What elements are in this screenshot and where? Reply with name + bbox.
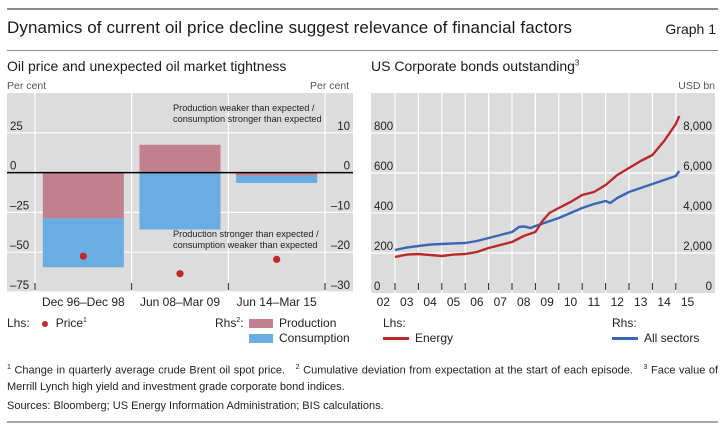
annotation-top-line1: Production weaker than expected / [173,103,315,113]
legend-price-label: Price [55,316,84,330]
legend-consumption-label: Consumption [279,331,350,345]
right-panel-title-sup: 3 [574,58,580,68]
left-tick-label: 800 [374,121,393,133]
legend-energy: Energy [383,331,453,345]
price-dot [273,255,281,263]
header-rule [7,50,718,51]
rhs-sup: 2 [236,317,241,324]
fn2-sup: 2 [295,364,300,371]
left-tick-label: –50 [10,240,29,252]
fn3-sup: 3 [643,364,648,371]
production-bar [236,172,318,176]
right-tick-label: 10 [337,121,350,133]
lhs-label: Lhs: [7,316,30,330]
x-tick-label: 15 [681,295,695,309]
x-tick-label: 05 [447,295,461,309]
left-tick-label: 600 [374,161,393,173]
consumption-swatch-icon [249,334,273,344]
category-label: Jun 08–Mar 09 [140,295,220,309]
plot-area [7,93,353,292]
right-tick-label: 0 [344,161,350,173]
consumption-bar [42,218,124,268]
fn2-text: Cumulative deviation from expectation at… [303,364,633,377]
x-tick-label: 04 [423,295,437,309]
x-tick-label: 07 [494,295,508,309]
right-legend-rhs-label: Rhs: [612,316,637,330]
legend-production-label: Production [279,316,337,330]
top-rule [7,8,718,10]
annotation-bottom-line2: consumption weaker than expected [173,240,318,250]
x-tick-label: 02 [377,295,391,309]
right-tick-label: 2,000 [683,241,712,253]
fn1-text: Change in quarterly average crude Brent … [14,364,286,377]
all-sectors-line-icon [612,337,638,341]
production-swatch-icon [249,319,273,329]
category-label: Dec 96–Dec 98 [42,295,125,309]
energy-line [394,115,681,259]
x-tick-label: 03 [400,295,414,309]
production-bar [42,172,124,219]
right-tick-label: 6,000 [683,161,712,173]
left-tick-label: 25 [10,121,23,133]
left-tick-label: 200 [374,241,393,253]
fn3-text-b: value of Merrill Lynch high yield and in… [7,364,719,393]
legend-all-sectors-label: All sectors [644,331,700,345]
annotation-top-line2: consumption stronger than expected [173,114,322,124]
bottom-rule [7,421,718,423]
consumption-bar [236,175,318,183]
left-legend-rhs: Rhs2: [215,316,244,330]
plot-area [371,93,715,293]
x-tick-label: 10 [564,295,578,309]
right-tick-label: –10 [331,200,350,212]
energy-line-icon [383,337,409,341]
left-tick-label: –25 [10,200,29,212]
x-tick-label: 12 [611,295,625,309]
x-tick-label: 08 [517,295,531,309]
right-panel-title-text: US Corporate bonds outstanding [371,58,575,74]
rhs-label: Rhs [215,316,237,330]
left-panel-title: Oil price and unexpected oil market tigh… [7,58,287,74]
graph-number: Graph 1 [665,21,716,37]
x-tick-label: 09 [540,295,554,309]
all-sectors-line [394,170,681,252]
right-panel-title: US Corporate bonds outstanding3 [371,58,579,74]
price-dot [176,270,184,278]
right-axis-unit: Per cent [310,80,350,92]
usd-unit: USD bn [678,80,715,92]
legend-all-sectors: All sectors [612,331,699,345]
x-tick-label: 13 [634,295,648,309]
x-tick-label: 06 [470,295,484,309]
x-tick-label: 14 [657,295,671,309]
fn1-sup: 1 [7,364,11,371]
right-tick-label: –30 [331,280,350,292]
price-dot-icon [41,320,48,327]
category-label: Jun 14–Mar 15 [237,295,317,309]
production-bar [139,144,221,173]
right-tick-label: –20 [331,240,350,252]
footnotes: 1 Change in quarterly average crude Bren… [7,360,718,395]
legend-energy-label: Energy [415,331,454,345]
left-legend-lhs: Lhs: Price1 [7,316,87,330]
fn3-text-a: Face [651,364,676,377]
consumption-bar [139,172,221,230]
left-axis-unit: Per cent [7,80,47,92]
sources: Sources: Bloomberg; US Energy Informatio… [7,400,384,412]
graph-title: Dynamics of current oil price decline su… [7,18,573,37]
right-legend-lhs-label: Lhs: [383,316,406,330]
legend-production: Production [249,316,336,330]
left-tick-label: 400 [374,201,393,213]
right-tick-label: 0 [706,281,712,293]
right-tick-label: 4,000 [683,201,712,213]
right-tick-label: 8,000 [683,121,712,133]
legend-consumption: Consumption [249,331,350,345]
left-tick-label: –75 [10,280,29,292]
x-tick-label: 11 [588,295,601,309]
left-tick-label: 0 [10,161,16,173]
price-dot [79,252,87,260]
left-tick-label: 0 [374,281,380,293]
legend-price-sup: 1 [83,317,87,324]
annotation-bottom-line1: Production stronger than expected / [173,229,319,239]
